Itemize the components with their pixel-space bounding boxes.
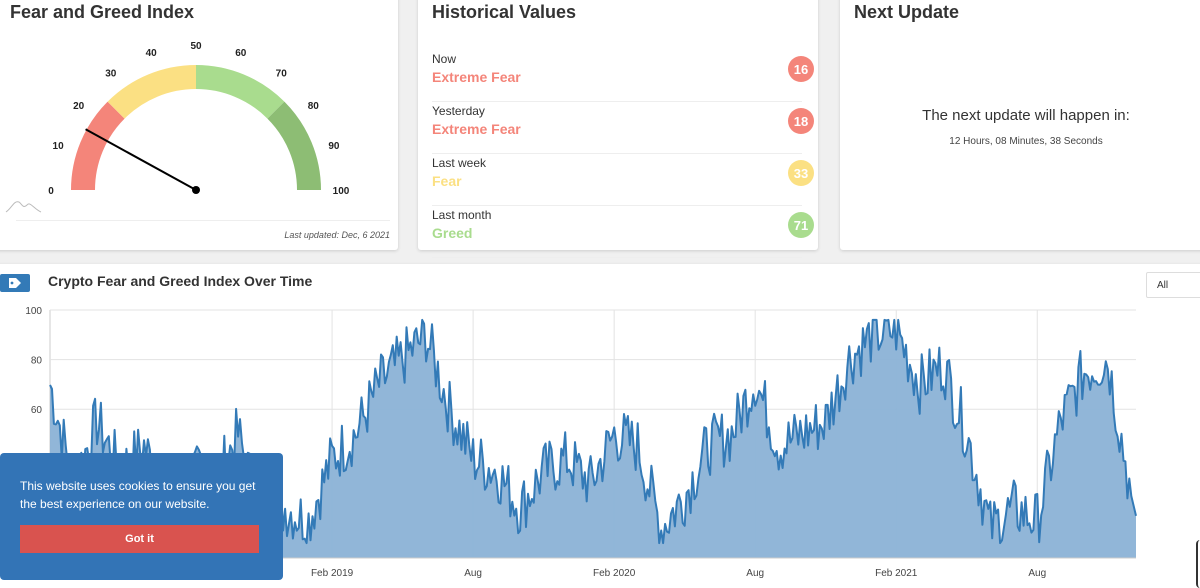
gauge-tick-label: 100 [333,186,350,197]
history-row: Last week Fear 33 [432,156,814,206]
gauge-fear-segment [107,65,196,119]
tag-icon [0,274,30,292]
countdown-text: 12 Hours, 08 Minutes, 38 Seconds [949,136,1103,147]
history-period-label: Now [432,52,457,66]
chart-title: Crypto Fear and Greed Index Over Time [48,273,313,289]
historical-values-card: Historical Values Now Extreme Fear 16 Yeste… [418,0,818,258]
gauge-tick-label: 30 [105,69,117,80]
gauge-card-title: Fear and Greed Index [10,2,195,22]
time-range-select[interactable]: All [1146,272,1200,298]
sparkline-icon [5,201,42,213]
history-score-badge: 16 [788,56,814,82]
gauge-tick-label: 20 [73,101,85,112]
gauge-tick-label: 80 [308,101,320,112]
gauge-tick-label: 10 [53,141,65,152]
history-sentiment: Fear [432,173,462,189]
history-sentiment: Extreme Fear [432,69,521,85]
scrollbar-edge [1196,540,1200,588]
cookie-message: This website uses cookies to ensure you … [20,479,256,511]
accept-cookies-button[interactable]: Got it [20,525,259,553]
history-row: Last month Greed 71 [432,208,814,258]
gauge-card: 0 10 20 30 40 50 60 70 80 90 100 Fear and Greed In… [0,0,398,250]
y-tick-label: 100 [25,306,42,317]
gauge-greed-segment [196,65,285,119]
history-period-label: Yesterday [432,104,485,118]
y-tick-label: 60 [31,405,43,416]
gauge-tick-label: 60 [235,48,247,59]
x-tick-label: Aug [746,568,764,579]
history-score-badge: 18 [788,108,814,134]
gauge-needle [85,128,197,191]
gauge-tick-label: 90 [328,141,340,152]
fear-greed-history-chart: 60 80 100 Feb 2019 Aug Feb 2020 Aug Feb 2021 Aug [25,306,1137,579]
x-tick-label: Aug [1028,568,1046,579]
gauge: 0 10 20 30 40 50 60 70 80 90 100 [5,41,350,213]
gauge-tick-label: 50 [190,41,202,52]
gauge-tick-label: 70 [276,69,288,80]
history-period-label: Last month [432,208,492,222]
history-score-badge: 33 [788,160,814,186]
historical-values-title: Historical Values [432,2,577,22]
x-tick-label: Aug [464,568,482,579]
gauge-extreme-fear-segment [71,101,125,190]
history-sentiment: Greed [432,225,473,241]
x-tick-label: Feb 2021 [875,568,918,579]
history-score-badge: 71 [788,212,814,238]
series-line [49,318,1137,545]
last-updated-label: Last updated: Dec, 6 2021 [284,230,390,240]
gauge-tick-label: 0 [48,186,54,197]
y-tick-label: 80 [31,356,43,367]
gauge-needle-hub [192,186,200,194]
history-row: Now Extreme Fear 16 [432,52,814,102]
x-tick-label: Feb 2020 [593,568,636,579]
next-update-card: Next Update The next update will happen … [840,0,1200,250]
next-update-heading: The next update will happen in: [922,107,1130,124]
next-update-title: Next Update [854,2,960,22]
history-period-label: Last week [432,156,487,170]
gauge-tick-label: 40 [146,48,158,59]
history-row: Yesterday Extreme Fear 18 [432,104,814,154]
gauge-extreme-greed-segment [267,101,321,190]
divider [16,220,390,221]
cookie-banner: This website uses cookies to ensure you … [0,453,283,580]
x-tick-label: Feb 2019 [311,568,354,579]
history-sentiment: Extreme Fear [432,121,521,137]
